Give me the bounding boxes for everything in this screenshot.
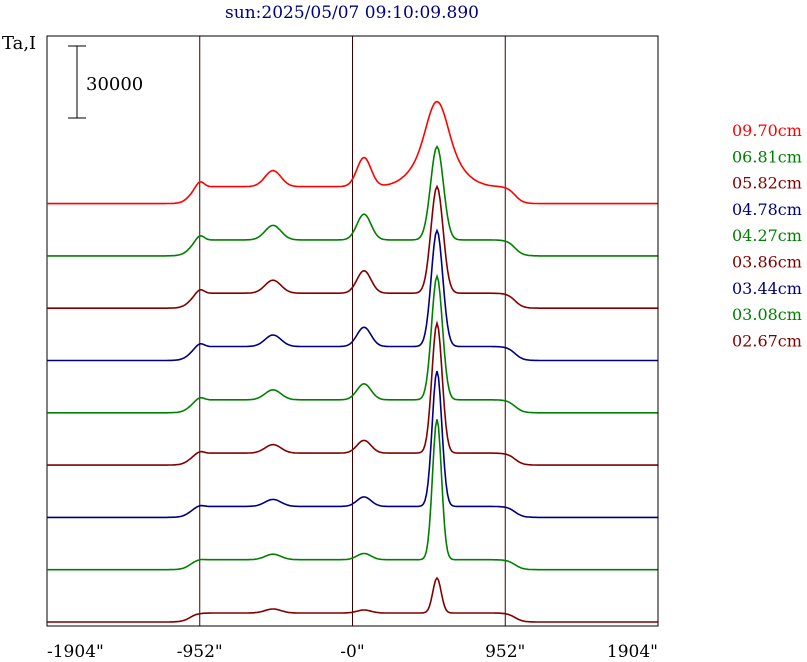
legend-item: 09.70cm	[732, 121, 802, 140]
series-line	[47, 100, 658, 205]
x-tick-label: -1904"	[47, 642, 104, 662]
series-line	[47, 576, 658, 623]
x-tick-label: -0"	[340, 642, 364, 662]
series-line	[47, 320, 658, 466]
legend-item: 02.67cm	[732, 331, 802, 350]
legend-item: 04.27cm	[732, 226, 802, 245]
chart-title: sun:2025/05/07 09:10:09.890	[225, 3, 479, 23]
series-line	[47, 184, 658, 309]
legend-item: 04.78cm	[732, 200, 802, 219]
scale-bar: 30000	[68, 45, 143, 119]
legend-item: 03.86cm	[732, 253, 802, 272]
vertical-grid	[199, 36, 506, 626]
x-tick-label: 1904"	[607, 642, 658, 662]
series-line	[47, 419, 658, 571]
legend: 09.70cm 06.81cm 05.82cm 04.78cm 04.27cm 03.86…	[732, 121, 802, 350]
series-line	[47, 370, 658, 519]
series-traces	[47, 100, 658, 623]
x-tick-label: 952"	[485, 642, 525, 662]
x-tick-label: -952"	[177, 642, 223, 662]
legend-item: 03.08cm	[732, 305, 802, 324]
series-line	[47, 273, 658, 414]
x-tick-labels: -1904" -952" -0" 952" 1904"	[47, 642, 658, 662]
legend-item: 05.82cm	[732, 174, 802, 193]
series-line	[47, 144, 658, 257]
y-axis-label: Ta,I	[2, 33, 36, 54]
legend-item: 06.81cm	[732, 147, 802, 166]
legend-item: 03.44cm	[732, 279, 802, 298]
scale-bar-label: 30000	[86, 74, 143, 95]
series-line	[47, 228, 658, 362]
